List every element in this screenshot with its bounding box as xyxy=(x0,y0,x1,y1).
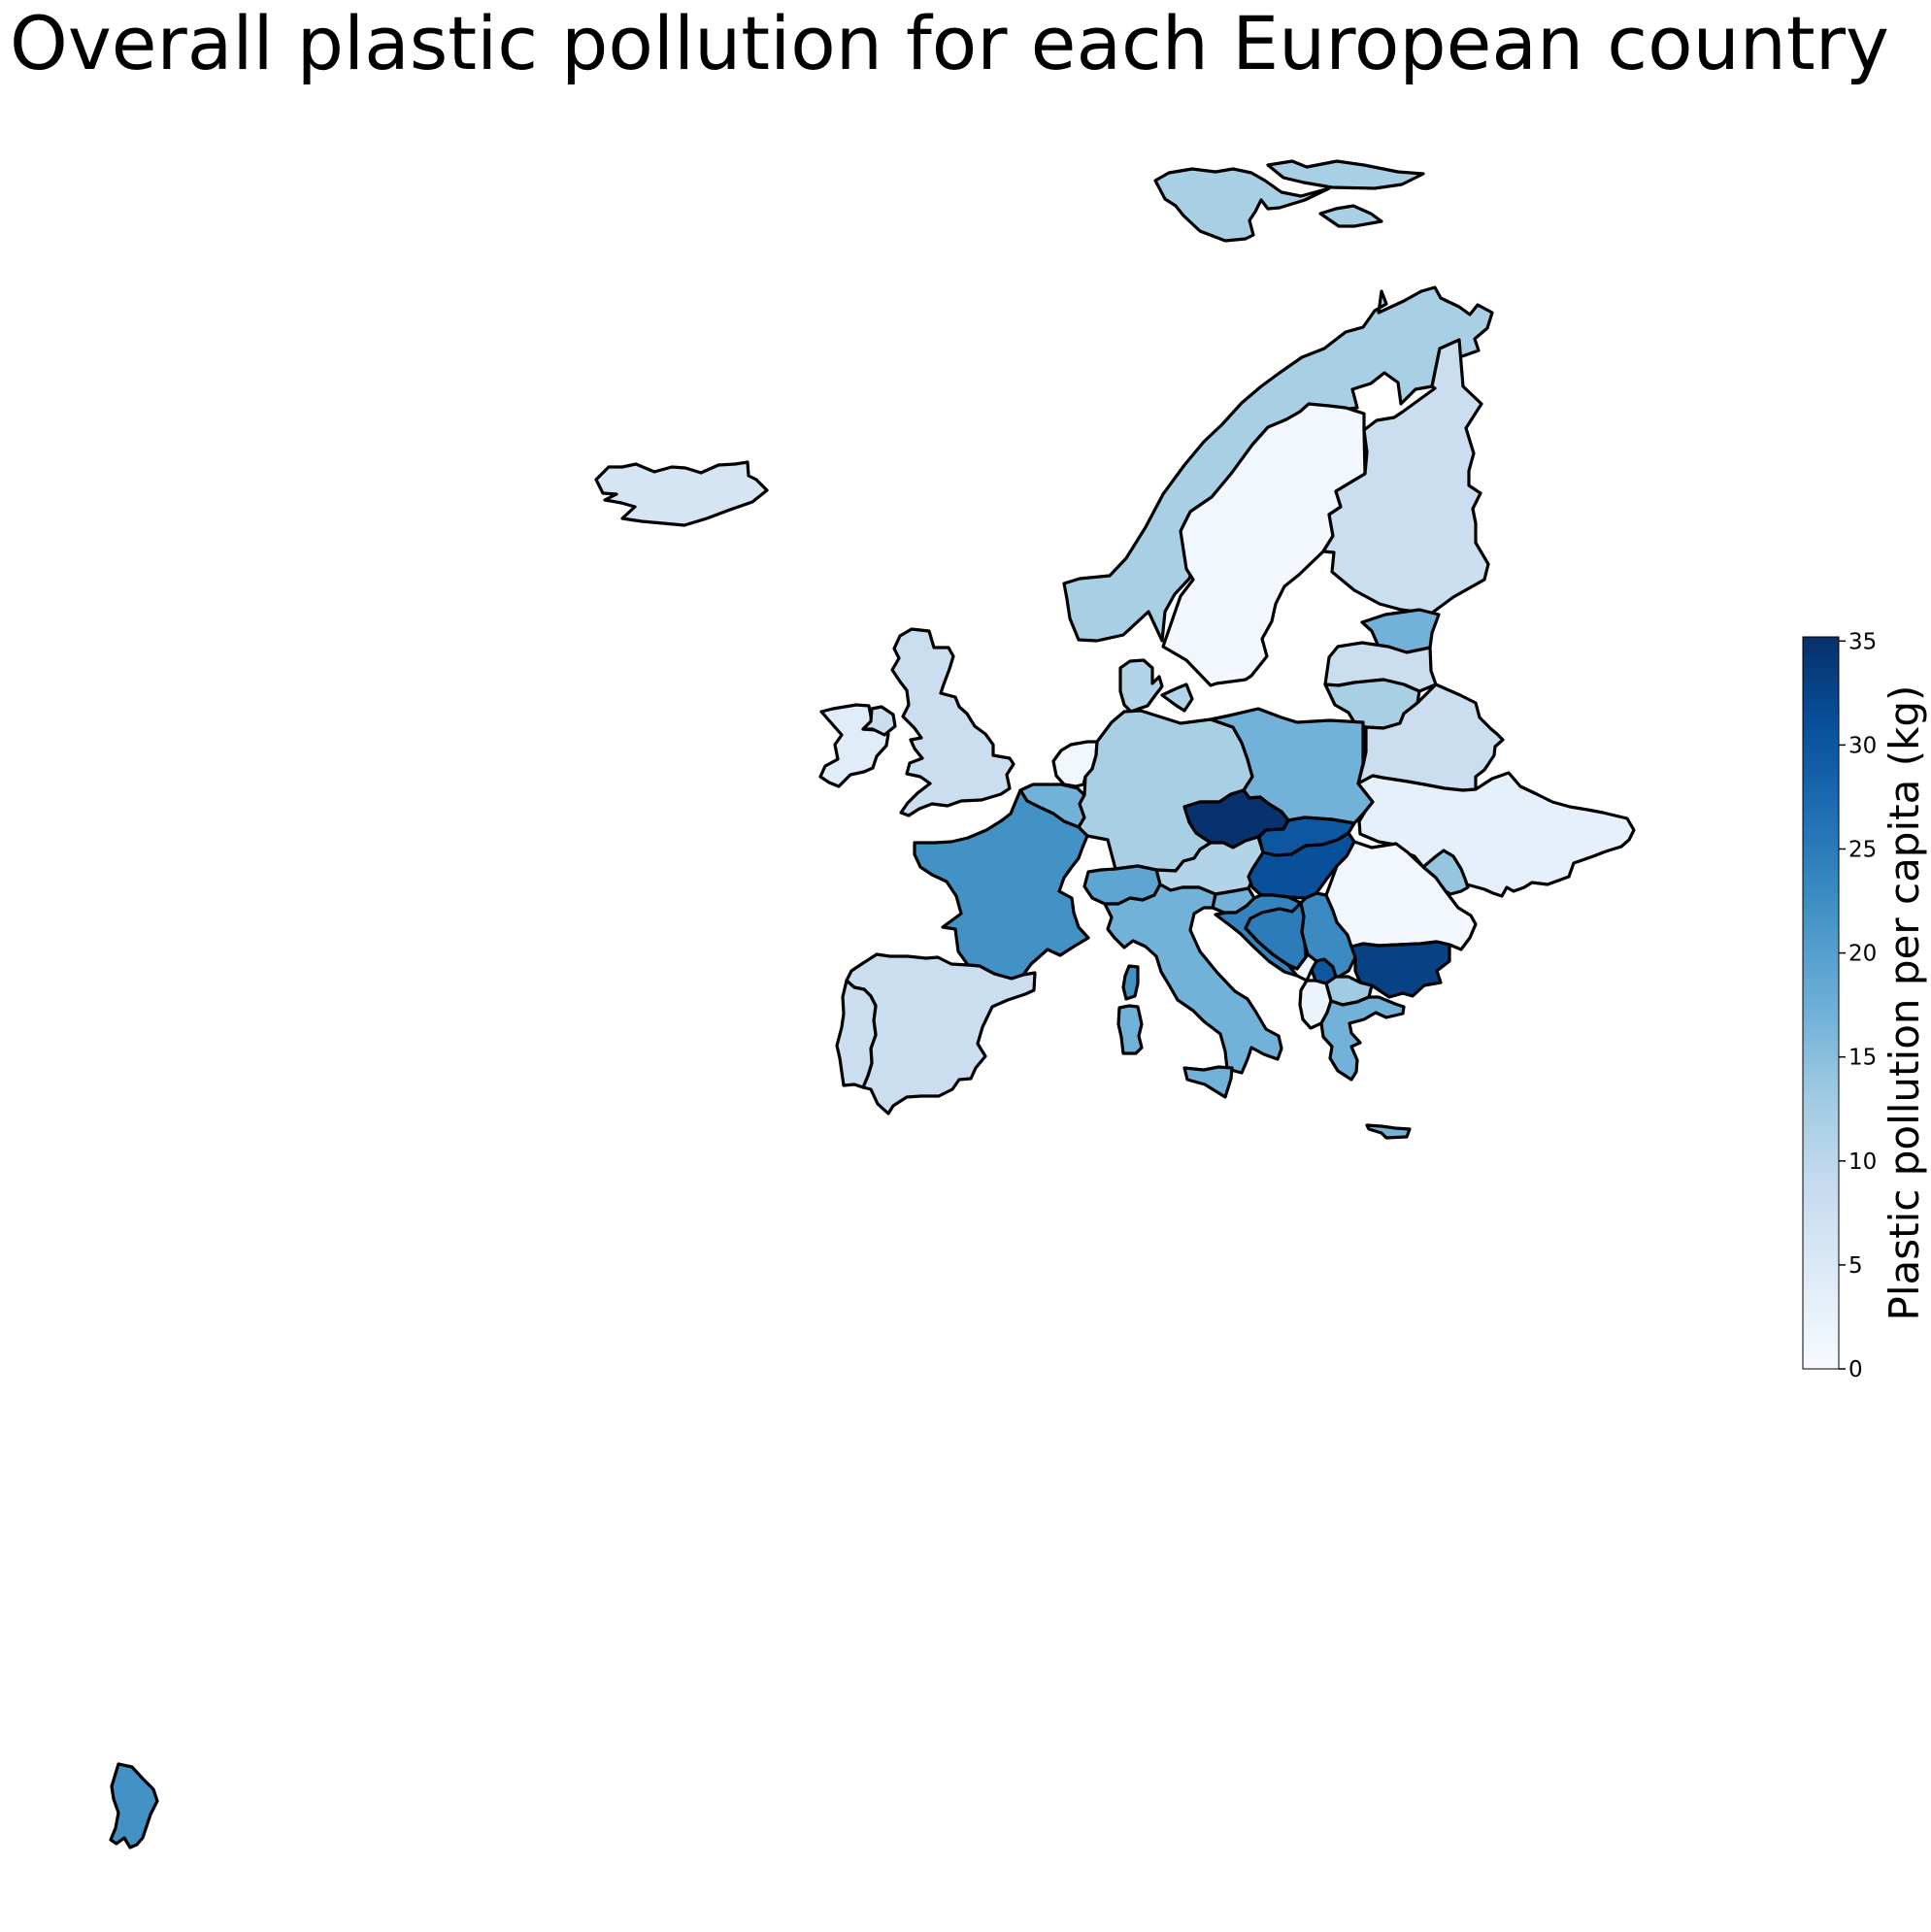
Italy[interactable] xyxy=(1103,883,1283,1075)
Iceland[interactable] xyxy=(594,460,769,527)
Nordaustlandet[interactable] xyxy=(1266,159,1425,190)
colorbar-tick-label: 0 xyxy=(1848,1357,1863,1382)
colorbar-tick-label: 10 xyxy=(1848,1149,1877,1175)
colorbar-gradient xyxy=(1802,636,1840,1370)
Northern Ireland[interactable] xyxy=(861,705,897,737)
Denmark[interactable] xyxy=(1118,658,1164,714)
Svalbard[interactable] xyxy=(1153,167,1331,243)
colorbar-label: Plastic pollution per capita (kg) xyxy=(1881,685,1928,1321)
French Guiana[interactable] xyxy=(109,1762,159,1849)
colorbar-tick-label: 25 xyxy=(1848,837,1877,862)
Kong Karls Land[interactable] xyxy=(1318,204,1383,228)
colorbar-tick-label: 20 xyxy=(1848,942,1877,967)
colorbar-tick-label: 5 xyxy=(1848,1253,1863,1279)
Crete[interactable] xyxy=(1365,1123,1412,1140)
Finland[interactable] xyxy=(1321,338,1490,616)
Greece[interactable] xyxy=(1319,995,1406,1082)
chart-title: Overall plastic pollution for each Europ… xyxy=(10,0,1889,86)
Sardinia[interactable] xyxy=(1116,1004,1144,1055)
France[interactable] xyxy=(913,788,1090,981)
Ireland[interactable] xyxy=(818,703,890,788)
Corsica[interactable] xyxy=(1121,964,1140,1001)
colorbar-tick-label: 15 xyxy=(1848,1046,1877,1071)
colorbar-tick-label: 30 xyxy=(1848,733,1877,758)
colorbar: 0 5 10 15 20 25 30 35 Plastic pollution per cap… xyxy=(1802,629,1928,1382)
Portugal[interactable] xyxy=(835,979,878,1089)
Zealand[interactable] xyxy=(1160,683,1194,713)
Moldova[interactable] xyxy=(1421,849,1470,896)
country-layer xyxy=(109,159,1636,1849)
Hungary[interactable] xyxy=(1247,831,1356,900)
Poland[interactable] xyxy=(1209,707,1375,825)
colorbar-tick-label: 35 xyxy=(1848,629,1877,654)
United Kingdom[interactable] xyxy=(890,627,1015,817)
Sicily[interactable] xyxy=(1182,1065,1234,1099)
Bulgaria[interactable] xyxy=(1349,940,1451,999)
colorbar-ticks: 0 5 10 15 20 25 30 35 xyxy=(1839,629,1877,1382)
